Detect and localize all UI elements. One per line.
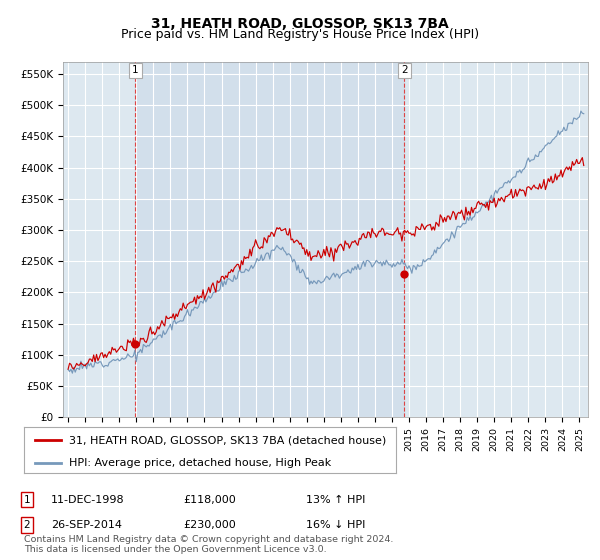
Text: 1: 1 (132, 66, 139, 76)
Text: 26-SEP-2014: 26-SEP-2014 (51, 520, 122, 530)
Text: Price paid vs. HM Land Registry's House Price Index (HPI): Price paid vs. HM Land Registry's House … (121, 28, 479, 41)
Text: 16% ↓ HPI: 16% ↓ HPI (306, 520, 365, 530)
Text: £118,000: £118,000 (183, 494, 236, 505)
Text: 31, HEATH ROAD, GLOSSOP, SK13 7BA: 31, HEATH ROAD, GLOSSOP, SK13 7BA (151, 17, 449, 31)
Bar (135, 62, 404, 417)
Text: 31, HEATH ROAD, GLOSSOP, SK13 7BA (detached house): 31, HEATH ROAD, GLOSSOP, SK13 7BA (detac… (68, 435, 386, 445)
Text: £230,000: £230,000 (183, 520, 236, 530)
Text: Contains HM Land Registry data © Crown copyright and database right 2024.
This d: Contains HM Land Registry data © Crown c… (24, 535, 394, 554)
Text: 1: 1 (23, 494, 31, 505)
Text: 2: 2 (23, 520, 31, 530)
Text: 2: 2 (401, 66, 408, 76)
Text: HPI: Average price, detached house, High Peak: HPI: Average price, detached house, High… (68, 458, 331, 468)
Text: 11-DEC-1998: 11-DEC-1998 (51, 494, 125, 505)
Text: 13% ↑ HPI: 13% ↑ HPI (306, 494, 365, 505)
